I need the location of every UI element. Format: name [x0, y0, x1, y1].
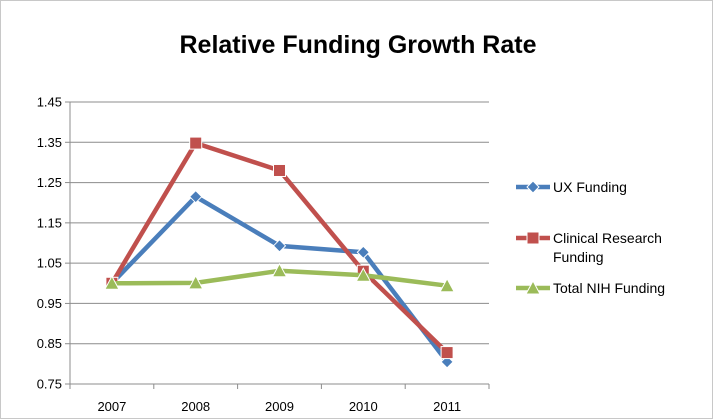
- y-tick-label: 0.85: [37, 336, 62, 351]
- y-tick-label: 1.25: [37, 175, 62, 190]
- legend-entry: Clinical Research Funding: [516, 230, 662, 265]
- legend-marker: [525, 279, 541, 295]
- axes: 0.75 0.85 0.95 1.05 1.15 1.25 1.35 1.45 2007 2008…: [37, 95, 490, 414]
- x-tick-label: 2010: [349, 399, 378, 414]
- x-tick-label: 2011: [433, 399, 461, 414]
- x-tick-label: 2007: [97, 399, 126, 414]
- y-tick-label: 1.35: [37, 135, 62, 150]
- y-tick-label: 1.15: [37, 215, 62, 230]
- legend-entry: Total NIH Funding: [516, 279, 665, 296]
- data-point: [271, 262, 288, 278]
- data-point: [272, 239, 287, 253]
- y-tick-label: 1.45: [37, 95, 62, 110]
- legend: UX Funding Clinical Research Funding Total …: [516, 179, 665, 296]
- data-point: [188, 189, 203, 204]
- legend-label: Funding: [553, 249, 604, 265]
- data-point: [189, 136, 203, 150]
- y-tick-label: 0.95: [37, 296, 62, 311]
- data-point: [104, 275, 120, 290]
- legend-entry: UX Funding: [516, 179, 627, 195]
- series-2: [104, 262, 455, 293]
- chart-title: Relative Funding Growth Rate: [180, 31, 537, 59]
- y-tick-label: 1.05: [37, 256, 62, 271]
- data-point: [439, 277, 455, 293]
- data-point: [356, 245, 371, 259]
- legend-marker: [526, 231, 540, 245]
- series: [104, 136, 455, 369]
- legend-label: Clinical Research: [553, 230, 662, 246]
- legend-label: UX Funding: [553, 179, 627, 195]
- grid: [70, 101, 489, 345]
- data-point: [273, 163, 286, 177]
- data-point: [187, 274, 204, 290]
- data-point: [355, 267, 372, 282]
- x-tick-label: 2009: [265, 399, 294, 414]
- data-point: [440, 346, 454, 360]
- x-tick-label: 2008: [181, 399, 210, 414]
- legend-label: Total NIH Funding: [553, 280, 665, 296]
- y-tick-label: 0.75: [37, 377, 62, 392]
- legend-marker: [526, 180, 540, 194]
